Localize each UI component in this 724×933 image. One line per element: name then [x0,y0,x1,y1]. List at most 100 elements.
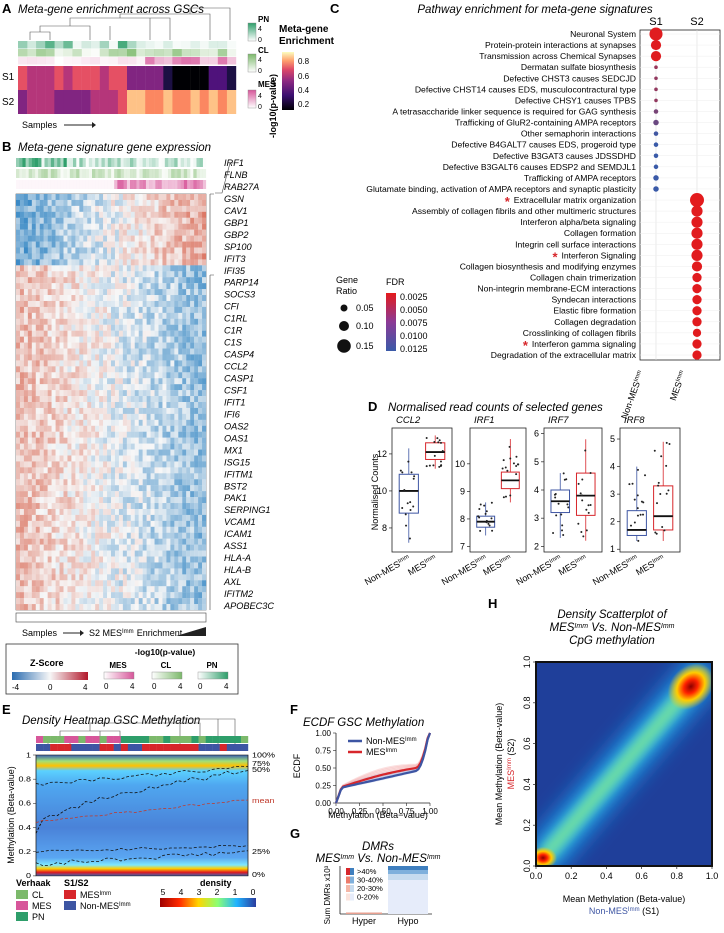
heat-cell [138,229,143,236]
pathway-label: Trafficking of GluR2-containing AMPA rec… [455,118,636,128]
heat-cell [107,491,112,498]
heat-cell [170,324,175,331]
point [557,502,560,505]
heat-cell [138,604,143,611]
heat-cell [170,425,175,432]
heat-cell [186,491,191,498]
annotation-cell [107,180,112,189]
heat-cell [158,455,163,462]
heat-cell [122,217,127,224]
heat-cell [71,568,76,575]
heat-cell [47,407,52,415]
fdr-tick-1: 0.0025 [400,292,428,302]
heat-cell [122,312,127,319]
heat-cell [75,550,80,557]
x-label: MESImm [634,553,666,577]
heat-cell [107,223,112,230]
heat-cell [91,354,96,361]
heat-cell [158,295,163,302]
annotation-cell [19,169,23,178]
heat-cell [107,312,112,319]
heat-cell [59,431,64,438]
heat-cell [51,562,56,569]
heat-cell [114,461,120,468]
heat-cell [103,592,108,599]
heat-cell [35,467,40,474]
heat-cell [107,199,112,207]
heat-cell [107,194,112,201]
heat-cell [91,485,96,492]
pn-gradient [247,22,257,42]
heat-cell [63,497,68,504]
heat-cell [138,223,143,230]
heat-cell [114,437,120,444]
heat-cell [170,497,175,504]
heat-cell [47,568,52,575]
annotation-cell [76,180,80,189]
x-tick-label: 0.8 [671,871,684,881]
heat-cell [182,277,187,284]
heat-cell [186,312,191,319]
heat-cell [194,253,199,260]
heat-cell [95,425,100,432]
heat-cell [194,300,199,308]
f-xlabel: Methylation (Beta−value) [328,810,428,820]
gene-label: IFIT3 [224,254,246,264]
heat-cell [91,194,96,201]
heat-cell [16,348,21,355]
heat-cell [31,259,36,266]
heat-cell [87,199,92,207]
heat-cell [182,407,187,415]
x-tick-label: 1.0 [706,871,719,881]
heat-cell [103,390,108,397]
heat-cell [95,461,100,468]
heat-cell [27,312,32,319]
heat-cell [19,366,25,373]
heat-cell [154,372,159,379]
heat-cell [107,306,112,314]
heat-cell [55,425,60,432]
heat-cell [190,556,195,563]
heat-cell [162,390,167,397]
heat-cell [95,283,100,290]
density-frame [35,754,249,877]
heat-cell [75,538,80,545]
heat-cell [75,277,80,284]
heat-cell [27,425,32,432]
heat-cell [122,241,127,248]
heat-cell [170,390,175,397]
heat-cell [79,312,84,319]
point [425,437,428,440]
heat-cell [118,265,124,272]
heat-cell [154,520,159,527]
pval-group-pn: PN [206,661,217,670]
gene-label: CASP4 [224,350,254,360]
heat-cell [198,217,203,224]
heat-cell [47,324,52,331]
heat-cell [178,402,183,409]
heat-cell [134,390,139,397]
heat-cell [51,538,56,545]
heat-cell [134,568,139,575]
heat-cell [202,396,207,403]
heat-cell [126,520,131,527]
heat-cell [19,360,25,367]
heat-cell [174,360,179,367]
heat-cell [95,348,100,355]
heat-cell [55,289,60,296]
heat-cell [51,396,56,403]
heat-cell [114,312,120,319]
heat-cell [87,366,92,373]
heat-cell [134,443,139,450]
heat-cell [35,390,40,397]
heat-cell [170,520,175,527]
heat-cell [162,247,167,254]
heat-cell [122,384,127,391]
annotation-cell [35,158,39,167]
heat-cell [166,437,171,444]
heat-cell [51,503,56,510]
heat-cell [107,520,112,527]
verhaak-cell [240,736,249,743]
heat-cell [87,223,92,230]
s1s2-cell [85,744,93,751]
